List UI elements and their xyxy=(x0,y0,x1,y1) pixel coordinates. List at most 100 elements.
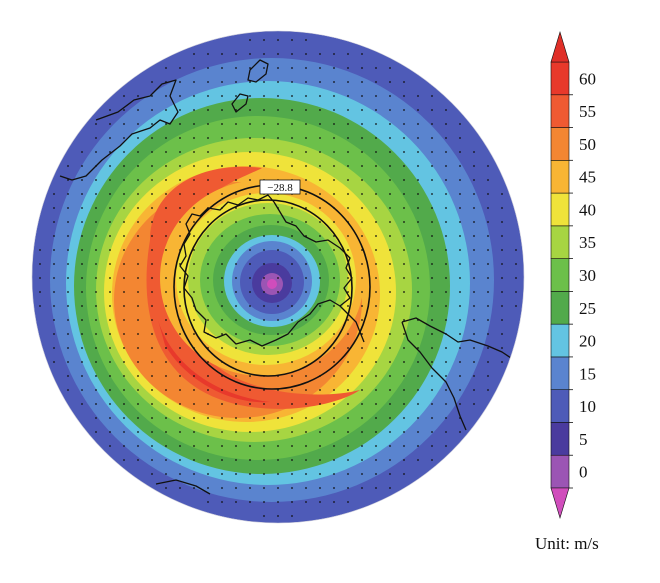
stipple-dot xyxy=(235,291,237,293)
stipple-dot xyxy=(361,361,363,363)
stipple-dot xyxy=(179,459,181,461)
stipple-dot xyxy=(249,431,251,433)
stipple-dot xyxy=(347,95,349,97)
stipple-dot xyxy=(165,165,167,167)
stipple-dot xyxy=(389,389,391,391)
stipple-dot xyxy=(431,263,433,265)
stipple-dot xyxy=(389,459,391,461)
stipple-dot xyxy=(137,403,139,405)
stipple-dot xyxy=(165,207,167,209)
stipple-dot xyxy=(431,431,433,433)
stipple-dot xyxy=(249,165,251,167)
stipple-dot xyxy=(81,277,83,279)
band-60-jet-max xyxy=(158,320,270,403)
stipple-dot xyxy=(389,361,391,363)
stipple-dot xyxy=(263,249,265,251)
stipple-dot xyxy=(291,459,293,461)
stipple-dot xyxy=(123,95,125,97)
stipple-dot xyxy=(277,165,279,167)
stipple-dot xyxy=(137,123,139,125)
stipple-dot xyxy=(123,417,125,419)
stipple-dot xyxy=(221,53,223,55)
stipple-dot xyxy=(361,403,363,405)
stipple-dot xyxy=(403,235,405,237)
stipple-dot xyxy=(305,389,307,391)
stipple-dot xyxy=(53,347,55,349)
stipple-dot xyxy=(375,375,377,377)
stipple-dot xyxy=(207,193,209,195)
stipple-dot xyxy=(207,263,209,265)
stipple-dot xyxy=(361,473,363,475)
stipple-dot xyxy=(291,263,293,265)
stipple-dot xyxy=(95,179,97,181)
stipple-dot xyxy=(319,305,321,307)
stipple-dot xyxy=(361,207,363,209)
stipple-dot xyxy=(277,361,279,363)
stipple-dot xyxy=(459,221,461,223)
stipple-dot xyxy=(319,277,321,279)
stipple-dot xyxy=(179,431,181,433)
stipple-dot xyxy=(403,333,405,335)
stipple-dot xyxy=(347,151,349,153)
stipple-dot xyxy=(361,277,363,279)
stipple-dot xyxy=(445,417,447,419)
stipple-dot xyxy=(179,333,181,335)
stipple-dot xyxy=(179,81,181,83)
stipple-dot xyxy=(389,291,391,293)
stipple-dot xyxy=(417,305,419,307)
stipple-dot xyxy=(319,319,321,321)
stipple-dot xyxy=(291,473,293,475)
stipple-dot xyxy=(67,319,69,321)
stipple-dot xyxy=(123,123,125,125)
stipple-dot xyxy=(431,235,433,237)
stipple-dot xyxy=(67,291,69,293)
colorbar-extend-max xyxy=(550,30,570,63)
stipple-dot xyxy=(403,417,405,419)
stipple-dot xyxy=(361,193,363,195)
stipple-dot xyxy=(207,151,209,153)
stipple-dot xyxy=(179,375,181,377)
stipple-dot xyxy=(179,445,181,447)
stipple-dot xyxy=(277,445,279,447)
stipple-dot xyxy=(165,403,167,405)
stipple-dot xyxy=(179,291,181,293)
stipple-dot xyxy=(179,417,181,419)
stipple-dot xyxy=(193,487,195,489)
stipple-dot xyxy=(67,361,69,363)
stipple-dot xyxy=(445,193,447,195)
stipple-dot xyxy=(221,151,223,153)
stipple-dot xyxy=(403,81,405,83)
stipple-dot xyxy=(165,319,167,321)
stipple-dot xyxy=(67,375,69,377)
stipple-dot xyxy=(487,389,489,391)
stipple-dot xyxy=(67,179,69,181)
stipple-dot xyxy=(305,137,307,139)
stipple-dot xyxy=(347,235,349,237)
stipple-dot xyxy=(277,305,279,307)
stipple-dot xyxy=(277,53,279,55)
stipple-dot xyxy=(123,207,125,209)
stipple-dot xyxy=(361,375,363,377)
stipple-dot xyxy=(67,263,69,265)
stipple-dot xyxy=(263,487,265,489)
stipple-dot xyxy=(53,235,55,237)
stipple-dot xyxy=(473,165,475,167)
stipple-dot xyxy=(39,305,41,307)
coast-antarctic-peninsula xyxy=(339,305,365,343)
stipple-dot xyxy=(179,123,181,125)
stipple-dot xyxy=(263,109,265,111)
stipple-dot xyxy=(361,221,363,223)
stipple-dot xyxy=(263,221,265,223)
stipple-dot xyxy=(417,375,419,377)
stipple-dot xyxy=(53,291,55,293)
stipple-dot xyxy=(319,95,321,97)
stipple-dot xyxy=(207,305,209,307)
stipple-dot xyxy=(403,249,405,251)
stipple-dot xyxy=(151,207,153,209)
colorbar-segment xyxy=(550,389,570,423)
stipple-dot xyxy=(123,109,125,111)
stipple-dot xyxy=(221,123,223,125)
stipple-dot xyxy=(375,459,377,461)
stipple-dot xyxy=(137,263,139,265)
stipple-dot xyxy=(207,221,209,223)
